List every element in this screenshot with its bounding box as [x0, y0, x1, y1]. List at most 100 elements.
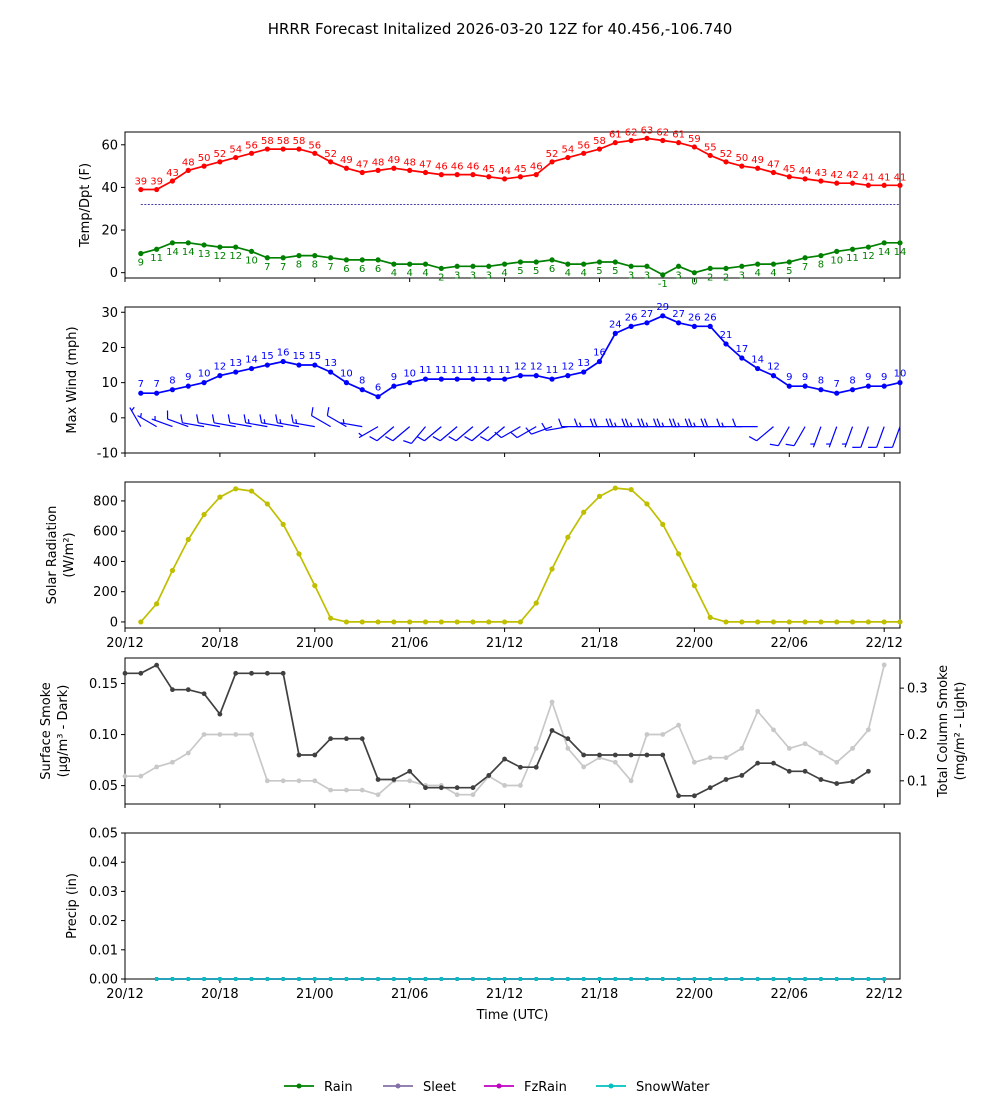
dewpoint-label: 6 — [549, 264, 555, 275]
solar-radiation-point — [691, 583, 697, 589]
solar-radiation-point — [328, 615, 334, 621]
max-wind-point — [834, 390, 840, 396]
surface-smoke-point — [264, 670, 270, 676]
wind-barb-feather — [403, 440, 412, 445]
wind-barb-feather — [785, 443, 795, 447]
temperature-label: 62 — [625, 128, 638, 139]
dewpoint-point — [881, 240, 887, 246]
dewpoint-point — [755, 261, 761, 267]
solar-radiation-point — [343, 619, 350, 625]
wind-barb — [385, 426, 411, 442]
solar-radiation-point — [581, 509, 587, 515]
legend-marker — [496, 1083, 502, 1089]
column-smoke-point — [549, 699, 555, 705]
solar-radiation-point — [422, 619, 429, 625]
wind-barb-feather — [624, 418, 630, 427]
max-wind-label: 27 — [672, 309, 685, 320]
snowwater-precip-point — [534, 977, 539, 981]
x-tick-label: 21/00 — [296, 636, 333, 651]
column-smoke-point — [612, 759, 618, 765]
max-wind-label: 26 — [704, 312, 717, 323]
wind-barb-feather — [227, 414, 231, 423]
solar-radiation-point — [185, 536, 191, 543]
solar-radiation-point — [407, 619, 413, 625]
surface-smoke-point — [391, 777, 397, 782]
temperature-point — [296, 146, 302, 152]
dewpoint-point — [849, 246, 856, 252]
dewpoint-point — [565, 261, 571, 267]
solar-radiation-point — [470, 619, 476, 625]
dewpoint-point — [897, 240, 903, 246]
snowwater-precip-point — [360, 977, 365, 981]
wind-barb-feather — [211, 414, 215, 423]
temperature-label: 45 — [514, 164, 527, 175]
temperature-label: 58 — [261, 136, 274, 147]
max-wind-label: 15 — [293, 351, 306, 362]
snowwater-precip-point — [755, 977, 760, 981]
max-wind-point — [755, 365, 761, 372]
dewpoint-point — [343, 257, 350, 263]
dewpoint-label: 6 — [375, 264, 381, 275]
x-tick-label: 21/06 — [391, 987, 428, 1002]
temperature-point — [596, 146, 603, 152]
max-wind-label: 8 — [359, 376, 365, 387]
max-wind-point — [770, 373, 777, 379]
max-wind-label: 16 — [593, 348, 606, 359]
temperature-point — [660, 137, 666, 144]
column-smoke-point — [628, 778, 634, 784]
temperature-point — [328, 159, 334, 165]
legend-marker — [608, 1083, 614, 1089]
dewpoint-point — [802, 255, 808, 261]
dewpoint-label: 6 — [359, 264, 365, 275]
wind-barb-feather — [196, 414, 199, 423]
dewpoint-point — [280, 255, 286, 261]
y-tick-label: 400 — [93, 555, 118, 570]
column-smoke-point — [344, 787, 349, 793]
temperature-label: 62 — [656, 128, 669, 139]
temperature-point — [755, 165, 761, 171]
plot-frame — [124, 832, 901, 980]
wind-barb-staff — [828, 426, 838, 448]
temperature-label: 58 — [593, 136, 606, 147]
dewpoint-point — [786, 259, 792, 265]
dewpoint-point — [660, 272, 666, 278]
temperature-point — [154, 186, 160, 193]
temperature-label: 52 — [720, 149, 733, 160]
surface-smoke-point — [597, 752, 602, 758]
dewpoint-label: 3 — [628, 270, 634, 281]
max-wind-label: 13 — [324, 358, 337, 369]
temperature-point — [343, 165, 350, 171]
column-smoke-point — [217, 732, 223, 737]
max-wind-label: 9 — [391, 372, 397, 383]
wind-barb-staff — [860, 426, 869, 448]
wind-barb-staff — [293, 422, 315, 428]
y-tick-label: 0.03 — [89, 885, 118, 900]
dewpoint-point — [675, 263, 682, 269]
max-wind-point — [359, 387, 365, 393]
wind-barb — [166, 410, 189, 428]
max-wind-point — [407, 380, 413, 386]
wind-barb-staff — [424, 426, 442, 442]
dewpoint-label: 14 — [894, 247, 907, 258]
column-smoke-point — [850, 745, 855, 751]
temperature-label: 58 — [277, 136, 290, 147]
surface-smoke-point — [154, 662, 160, 668]
snowwater-precip-point — [502, 977, 507, 981]
surface-smoke-point — [233, 670, 239, 676]
dewpoint-point — [818, 253, 824, 259]
column-smoke-point — [454, 792, 460, 798]
temperature-point — [375, 167, 381, 173]
legend-item-sleet: Sleet — [383, 1080, 456, 1095]
snowwater-precip-point — [186, 977, 191, 981]
max-wind-label: 15 — [308, 351, 321, 362]
surface-smoke-point — [296, 752, 302, 758]
dewpoint-point — [707, 265, 713, 272]
surface-smoke-point — [454, 785, 460, 791]
max-wind-point — [217, 373, 223, 379]
surface-smoke-point — [739, 773, 745, 778]
surface-smoke-point — [185, 687, 191, 693]
temperature-point — [486, 174, 492, 180]
dewpoint-point — [596, 259, 603, 265]
solar-radiation-point — [454, 619, 460, 625]
